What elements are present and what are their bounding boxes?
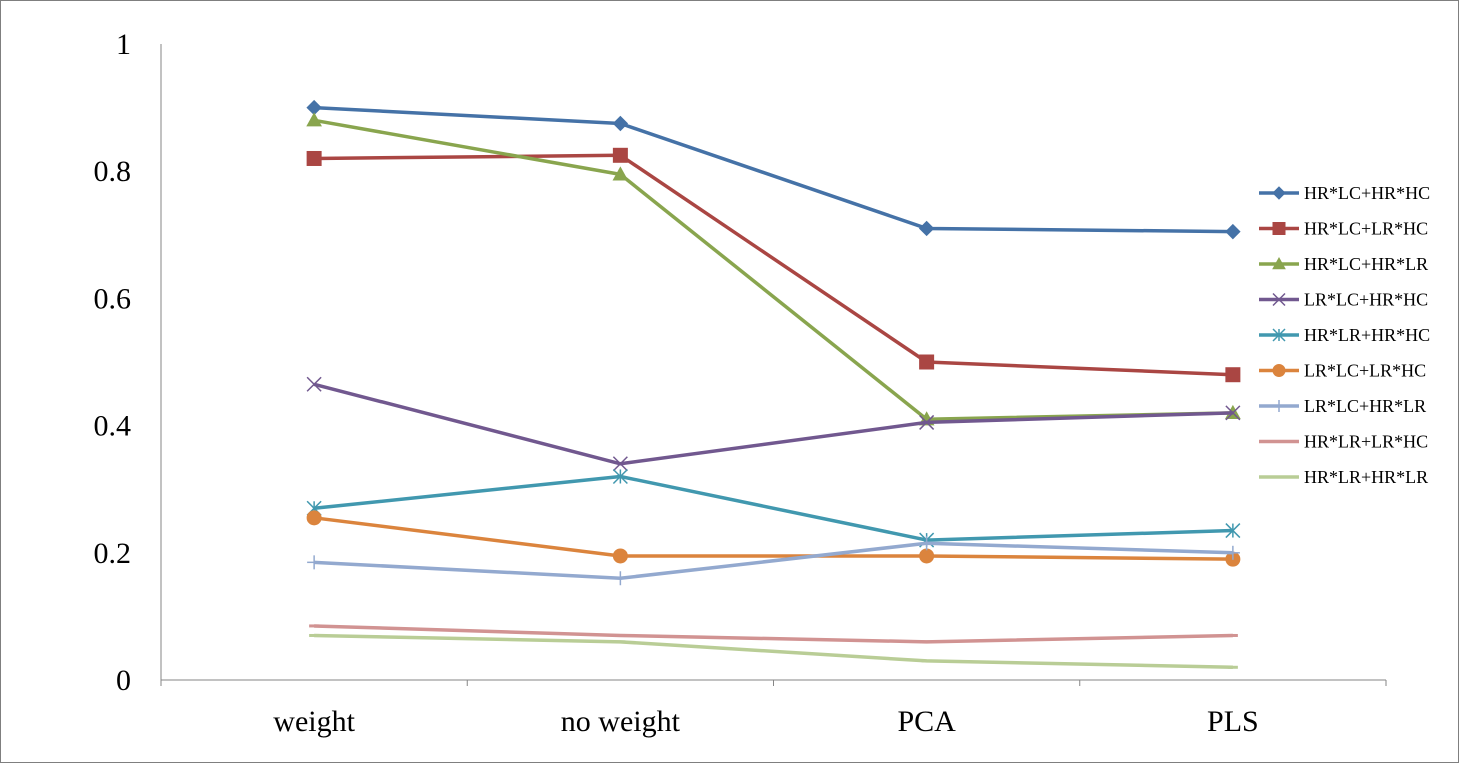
data-point (306, 376, 322, 392)
marker-stroke (612, 456, 628, 472)
data-point (612, 147, 628, 163)
axes (160, 44, 1387, 686)
legend-label: HR*LC+HR*HC (1304, 183, 1430, 203)
legend-marker (1272, 328, 1286, 342)
data-point (919, 536, 934, 551)
y-tick-label: 1 (116, 28, 131, 61)
legend-entry: LR*LC+LR*HC (1259, 361, 1426, 381)
data-point (612, 456, 628, 472)
series-3 (306, 376, 1241, 472)
series-line (314, 624, 1233, 644)
marker-stroke (306, 376, 322, 392)
data-point (613, 571, 628, 586)
data-point (1225, 367, 1241, 383)
legend-label: LR*LC+HR*LR (1304, 396, 1426, 416)
x-tick-label: PCA (897, 705, 956, 738)
marker-stroke (1272, 292, 1286, 307)
data-point (612, 115, 629, 132)
x-tick-label: weight (273, 705, 355, 738)
series-line (313, 118, 1233, 421)
series-layer (306, 99, 1241, 670)
legend-label: LR*LC+LR*HC (1304, 361, 1426, 381)
series-line (313, 474, 1233, 542)
legend-entry: LR*LC+HR*HC (1259, 290, 1428, 310)
data-point (919, 354, 935, 370)
x-tick-label: PLS (1207, 705, 1259, 738)
data-point (612, 468, 628, 485)
series-line (313, 516, 1233, 561)
data-point (612, 166, 629, 181)
legend-entry: HR*LC+HR*HC (1259, 183, 1430, 203)
legend-marker (1273, 400, 1285, 412)
legend-entry: HR*LR+HR*HC (1259, 325, 1430, 345)
data-point (612, 548, 628, 564)
legend-marker (1272, 222, 1286, 235)
data-point (1225, 223, 1241, 240)
y-tick-label: 0.2 (94, 537, 132, 570)
series-1 (306, 147, 1241, 383)
series-6 (307, 536, 1240, 586)
series-8 (309, 633, 1238, 670)
data-point (1225, 545, 1240, 560)
legend-entry: HR*LR+LR*HC (1259, 432, 1428, 452)
y-tick-label: 0.6 (94, 282, 132, 315)
series-7 (309, 624, 1238, 644)
series-line (314, 633, 1233, 670)
marker-stroke (919, 414, 935, 430)
legend-marker (1272, 364, 1286, 377)
data-point (306, 112, 322, 127)
legend-label: HR*LR+LR*HC (1304, 432, 1428, 452)
y-tick-label: 0 (116, 664, 131, 697)
series-line (314, 541, 1233, 580)
legend-marker (1272, 292, 1286, 307)
series-0 (306, 99, 1241, 240)
data-point (307, 555, 322, 570)
marker-stroke (1225, 405, 1241, 421)
data-point (306, 510, 322, 526)
x-tick-label: no weight (561, 705, 681, 738)
y-tick-label: 0.8 (94, 155, 132, 188)
legend-label: HR*LC+LR*HC (1304, 219, 1428, 239)
legend-label: LR*LC+HR*HC (1304, 290, 1428, 310)
y-tick-label: 0.4 (94, 410, 132, 443)
legend-entry: HR*LC+LR*HC (1259, 219, 1428, 239)
legend-label: HR*LR+HR*LR (1304, 467, 1428, 487)
series-2 (306, 112, 1241, 426)
legend-label: HR*LC+HR*LR (1304, 254, 1428, 274)
data-point (1225, 405, 1241, 421)
series-line (313, 382, 1233, 466)
legend-label: HR*LR+HR*HC (1304, 325, 1430, 345)
data-point (919, 548, 935, 564)
legend-entry: HR*LC+HR*LR (1259, 254, 1428, 274)
series-5 (306, 510, 1241, 567)
data-point (1225, 523, 1241, 539)
legend: HR*LC+HR*HC HR*LC+LR*HC HR*LC+HR*LR LR*LC+H… (1259, 183, 1430, 487)
legend-entry: HR*LR+HR*LR (1259, 467, 1428, 487)
data-point (306, 150, 322, 166)
legend-entry: LR*LC+HR*LR (1259, 396, 1426, 416)
legend-marker (1272, 256, 1286, 270)
series-line (314, 105, 1233, 234)
y-tick-labels: 0 0.2 0.4 0.6 0.8 1 (94, 28, 132, 697)
data-point (919, 414, 935, 430)
data-point (918, 220, 935, 237)
x-tick-labels: weight no weight PCA PLS (273, 705, 1258, 738)
series-line (314, 153, 1233, 377)
legend-marker (1272, 186, 1286, 200)
